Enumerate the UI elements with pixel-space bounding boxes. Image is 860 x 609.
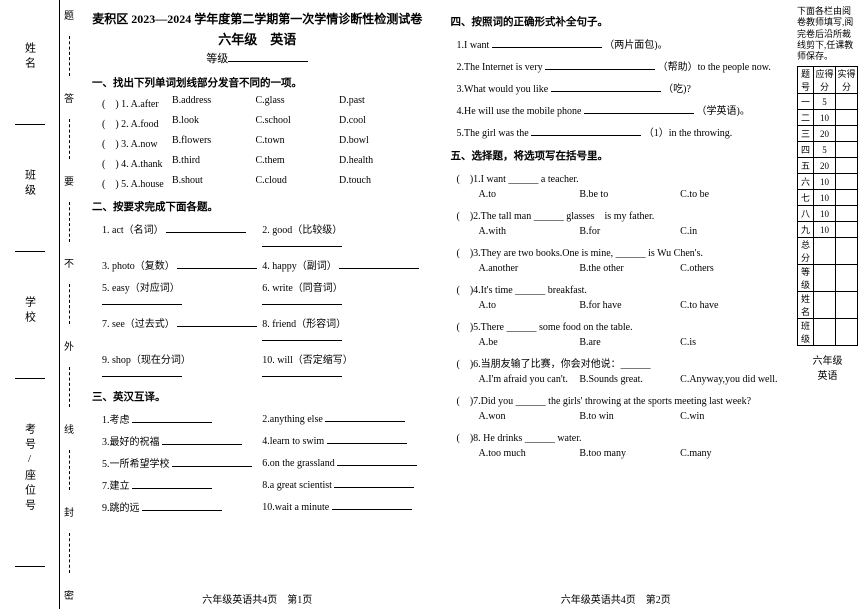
choice-ans: A.withB.forC.in: [479, 226, 782, 237]
choice-ans: A.toB.for haveC.to have: [479, 300, 782, 311]
section-1-head: 一、找出下列单词划线部分发音不同的一项。: [92, 75, 423, 90]
score-row: 班级: [798, 319, 858, 346]
mcq-row: ( ) 1. A.afterB.addressC.glassD.past: [102, 95, 423, 110]
pair-row: 3. photo（复数） 4. happy（副词）: [102, 257, 423, 272]
section-2-head: 二、按要求完成下面各题。: [92, 199, 423, 214]
page-2: 四、按照词的正确形式补全句子。 1.I want （两片面包)。 2.The In…: [437, 0, 796, 609]
score-row: 四5: [798, 142, 858, 158]
pair-row: 5.一所希望学校 6.on the grassland: [102, 455, 423, 470]
choice-ans: A.wonB.to winC.win: [479, 411, 782, 422]
exam-page: 姓名 班级 学校 考号/座位号 题 答 要 不 外 线 封 密 麦积区 2023…: [0, 0, 860, 609]
pair-row: 1. act（名词） 2. good（比较级）: [102, 221, 423, 250]
score-note: 下面各栏由阅卷教师填写,阅完卷后沿所裁线剪下,任课教师保存。: [797, 6, 858, 62]
score-row: 姓名: [798, 292, 858, 319]
footer-p2: 六年级英语共4页 第2页: [437, 591, 796, 606]
fill-blank: 2.The Internet is very （帮助）to the people…: [457, 58, 782, 73]
binding-label: 姓名: [22, 42, 38, 72]
score-row: 三20: [798, 126, 858, 142]
fill-blank: 4.He will use the mobile phone （学英语)。: [457, 102, 782, 117]
score-box: 下面各栏由阅卷教师填写,阅完卷后沿所裁线剪下,任课教师保存。 题号应得分实得分 …: [795, 0, 860, 609]
section-4-head: 四、按照词的正确形式补全句子。: [451, 14, 782, 29]
choice-ans: A.too muchB.too manyC.many: [479, 448, 782, 459]
choice-q: ( )1.I want ______ a teacher.: [457, 170, 782, 185]
choice-ans: A.I'm afraid you can't.B.Sounds great.C.…: [479, 374, 782, 385]
exam-title: 麦积区 2023—2024 学年度第二学期第一次学情诊断性检测试卷: [92, 10, 423, 27]
score-bottom-2: 英语: [797, 367, 858, 382]
choice-q: ( )3.They are two books.One is mine, ___…: [457, 244, 782, 259]
mcq-row: ( ) 2. A.foodB.lookC.schoolD.cool: [102, 115, 423, 130]
mcq-row: ( ) 4. A.thankB.thirdC.themD.health: [102, 155, 423, 170]
mcq-row: ( ) 5. A.houseB.shoutC.cloudD.touch: [102, 175, 423, 190]
choice-ans: A.beB.areC.is: [479, 337, 782, 348]
score-row: 总分: [798, 238, 858, 265]
choice-q: ( )5.There ______ some food on the table…: [457, 318, 782, 333]
score-row: 五20: [798, 158, 858, 174]
page-1: 麦积区 2023—2024 学年度第二学期第一次学情诊断性检测试卷 六年级 英语…: [78, 0, 437, 609]
section-5-head: 五、选择题，将选项写在括号里。: [451, 148, 782, 163]
fill-blank: 1.I want （两片面包)。: [457, 36, 782, 51]
score-row: 一5: [798, 94, 858, 110]
score-table: 题号应得分实得分 一5二10三20四5五20六10七10八10九10总分等级姓名…: [797, 66, 858, 346]
choice-q: ( )4.It's time ______ breakfast.: [457, 281, 782, 296]
choice-ans: A.toB.be toC.to be: [479, 189, 782, 200]
score-row: 九10: [798, 222, 858, 238]
fill-blank: 5.The girl was the （1）in the throwing.: [457, 124, 782, 139]
pair-row: 7.建立 8.a great scientist: [102, 477, 423, 492]
binding-label: 考号/座位号: [22, 423, 38, 514]
section-3-head: 三、英汉互译。: [92, 389, 423, 404]
pair-row: 3.最好的祝福 4.learn to swim: [102, 433, 423, 448]
binding-label: 班级: [22, 169, 38, 199]
pair-row: 7. see（过去式） 8. friend（形容词）: [102, 315, 423, 344]
choice-q: ( )2.The tall man ______ glasses is my f…: [457, 207, 782, 222]
seal-line: 题 答 要 不 外 线 封 密: [60, 0, 78, 609]
choice-q: ( )8. He drinks ______ water.: [457, 429, 782, 444]
choice-q: ( )7.Did you ______ the girls' throwing …: [457, 392, 782, 407]
score-row: 八10: [798, 206, 858, 222]
choice-ans: A.anotherB.the otherC.others: [479, 263, 782, 274]
binding-label: 学校: [22, 296, 38, 326]
grade-line: 等级: [92, 50, 423, 66]
score-row: 七10: [798, 190, 858, 206]
mcq-row: ( ) 3. A.nowB.flowersC.townD.bowl: [102, 135, 423, 150]
footer-p1: 六年级英语共4页 第1页: [78, 591, 437, 606]
score-row: 等级: [798, 265, 858, 292]
exam-subtitle: 六年级 英语: [92, 29, 423, 48]
score-row: 二10: [798, 110, 858, 126]
pair-row: 9. shop（现在分词） 10. will（否定缩写）: [102, 351, 423, 380]
fill-blank: 3.What would you like （吃)?: [457, 80, 782, 95]
score-bottom-1: 六年级: [797, 352, 858, 367]
pair-row: 5. easy（对应词） 6. write（同音词）: [102, 279, 423, 308]
pair-row: 9.跳的远 10.wait a minute: [102, 499, 423, 514]
choice-q: ( )6.当朋友输了比赛，你会对他说：______: [457, 355, 782, 370]
pair-row: 1.考虑 2.anything else: [102, 411, 423, 426]
binding-margin: 姓名 班级 学校 考号/座位号: [0, 0, 60, 609]
score-row: 六10: [798, 174, 858, 190]
